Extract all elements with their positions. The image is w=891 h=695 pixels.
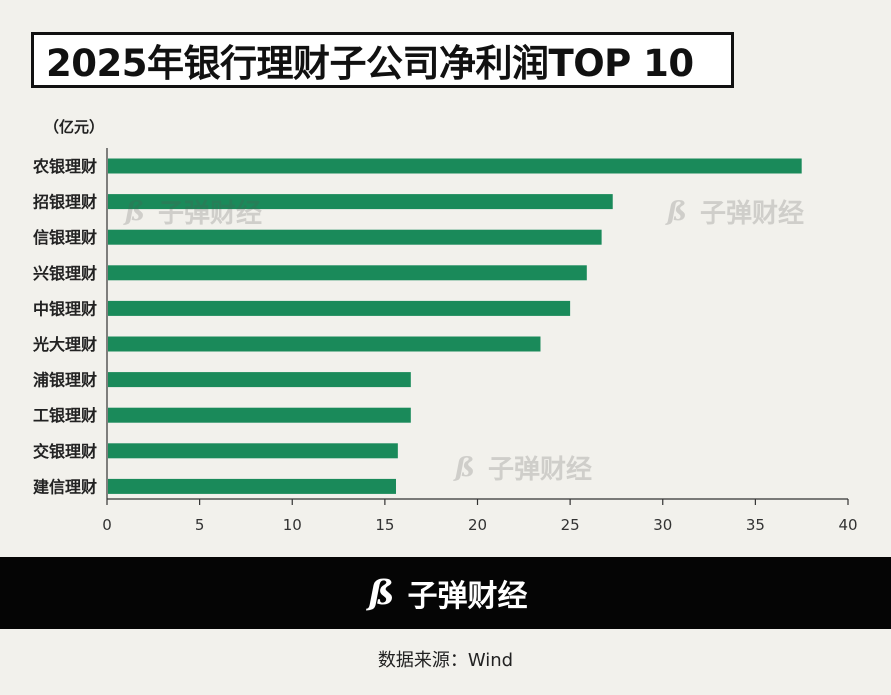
bar: [108, 194, 613, 210]
x-tick-label: 20: [468, 516, 487, 534]
bar: [108, 158, 802, 174]
bar: [108, 336, 541, 352]
bar: [108, 372, 411, 388]
x-tick-label: 0: [102, 516, 112, 534]
category-label: 兴银理财: [33, 264, 97, 283]
bar: [108, 229, 602, 245]
chart-title: 2025年银行理财子公司净利润TOP 10: [46, 42, 694, 85]
x-tick-label: 5: [195, 516, 205, 534]
bar: [108, 265, 587, 281]
bar-chart: 0 5 10 15 20 25 30 35 40 农银理财招银理财信银理财兴银理财中银理财光大理财…: [32, 148, 858, 534]
category-label: 中银理财: [33, 299, 97, 318]
category-label: 浦银理财: [33, 371, 97, 390]
bar: [108, 300, 571, 316]
footer-banner: ß 子弹财经: [0, 557, 891, 629]
x-tick-label: 25: [561, 516, 580, 534]
category-label: 交银理财: [33, 442, 97, 461]
category-label: 农银理财: [32, 157, 97, 176]
x-tick-label: 10: [283, 516, 302, 534]
footer-brand: 子弹财经: [407, 579, 528, 614]
unit-label: （亿元）: [44, 118, 105, 136]
bar: [108, 407, 411, 423]
bullet-logo-icon: ß: [368, 573, 395, 613]
data-source: 数据来源：Wind: [377, 650, 514, 671]
chart-title-box: 2025年银行理财子公司净利润TOP 10: [31, 32, 734, 88]
category-label: 信银理财: [33, 228, 97, 247]
category-label: 建信理财: [33, 477, 97, 496]
category-label: 工银理财: [33, 406, 97, 425]
x-tick-label: 15: [375, 516, 394, 534]
category-label: 招银理财: [33, 193, 97, 212]
bar: [108, 478, 396, 494]
x-tick-label: 30: [653, 516, 672, 534]
category-label: 光大理财: [32, 335, 97, 354]
x-tick-label: 40: [838, 516, 857, 534]
bar: [108, 443, 398, 459]
x-tick-label: 35: [746, 516, 765, 534]
